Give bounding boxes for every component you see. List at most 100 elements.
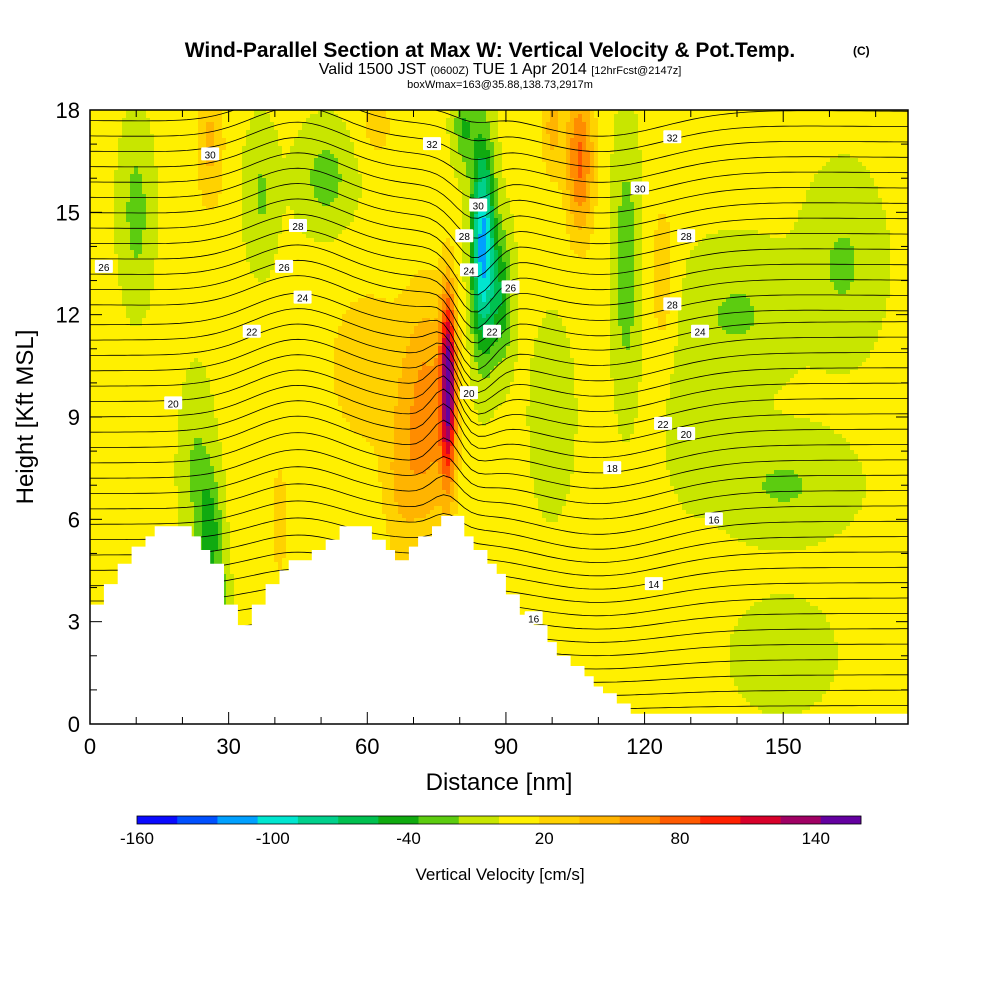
subtitle-valid: Valid 1500 JST [319, 61, 427, 78]
chart-title-mark: (C) [853, 44, 870, 58]
x-tick-label: 120 [626, 734, 663, 759]
colorbar-swatch [459, 816, 500, 824]
colorbar-swatch [660, 816, 701, 824]
colorbar-tick-label: -100 [256, 829, 290, 848]
theta-label-text: 24 [463, 266, 475, 277]
colorbar-swatch [217, 816, 258, 824]
colorbar-swatch [137, 816, 178, 824]
theta-label: 20 [164, 396, 182, 410]
colorbar-swatch [177, 816, 218, 824]
y-tick-label: 0 [68, 712, 80, 737]
x-tick-label: 0 [84, 734, 96, 759]
colorbar-swatch [700, 816, 741, 824]
subtitle-date: TUE 1 Apr 2014 [473, 61, 587, 78]
x-tick-label: 30 [216, 734, 240, 759]
theta-label: 16 [525, 611, 543, 625]
colorbar-tick-label: 80 [671, 829, 690, 848]
theta-label: 24 [460, 263, 478, 277]
theta-label: 20 [460, 386, 478, 400]
theta-label: 28 [663, 297, 681, 311]
theta-label: 32 [423, 137, 441, 151]
theta-label: 30 [631, 181, 649, 195]
colorbar: -160 -100 -40 20 80 140 [120, 816, 861, 848]
theta-label: 24 [691, 325, 709, 339]
theta-label: 16 [705, 512, 723, 526]
x-tick-label: 60 [355, 734, 379, 759]
theta-label: 26 [502, 280, 520, 294]
theta-label: 26 [95, 260, 113, 274]
subtitle-z: (0600Z) [430, 65, 469, 77]
theta-label: 14 [645, 577, 663, 591]
colorbar-tick-label: -160 [120, 829, 154, 848]
colorbar-swatch [499, 816, 540, 824]
theta-label-text: 28 [667, 300, 679, 311]
colorbar-swatch [419, 816, 460, 824]
colorbar-swatch [781, 816, 822, 824]
theta-label-text: 32 [667, 133, 679, 144]
theta-label-text: 20 [681, 430, 693, 441]
theta-label: 20 [677, 427, 695, 441]
chart-title: Wind-Parallel Section at Max W: Vertical… [185, 39, 796, 62]
theta-label-text: 28 [681, 232, 693, 243]
theta-label-text: 20 [168, 399, 180, 410]
theta-label-text: 26 [279, 263, 291, 274]
theta-label: 28 [289, 219, 307, 233]
colorbar-tick-label: -40 [396, 829, 421, 848]
theta-label-text: 26 [98, 263, 110, 274]
y-tick-label: 3 [68, 610, 80, 635]
theta-label: 18 [603, 461, 621, 475]
wind-parallel-section-chart: Wind-Parallel Section at Max W: Vertical… [0, 0, 1000, 1000]
theta-label-text: 26 [505, 283, 517, 294]
colorbar-swatch [298, 816, 339, 824]
theta-label: 22 [483, 325, 501, 339]
theta-label: 24 [294, 291, 312, 305]
theta-label-text: 24 [297, 294, 309, 305]
theta-label: 22 [243, 325, 261, 339]
theta-label-text: 32 [426, 140, 438, 151]
colorbar-swatch [378, 816, 419, 824]
x-tick-label: 150 [765, 734, 802, 759]
theta-label-text: 22 [246, 328, 258, 339]
chart-subtitle: Valid 1500 JST (0600Z) TUE 1 Apr 2014 [1… [319, 61, 682, 78]
theta-label-text: 30 [634, 184, 646, 195]
boxwmax-label: boxWmax=163@35.88,138.73,2917m [407, 79, 593, 91]
theta-label-text: 24 [694, 328, 706, 339]
theta-label-text: 16 [528, 614, 540, 625]
x-axis-label: Distance [nm] [426, 769, 573, 796]
y-tick-label: 12 [56, 303, 80, 328]
theta-label-text: 14 [648, 580, 660, 591]
theta-label-text: 30 [473, 202, 485, 213]
theta-label: 30 [469, 199, 487, 213]
colorbar-tick-label: 20 [535, 829, 554, 848]
y-tick-label: 6 [68, 507, 80, 532]
theta-label-text: 22 [657, 420, 669, 431]
colorbar-swatch [579, 816, 620, 824]
theta-label: 22 [654, 417, 672, 431]
y-tick-label: 15 [56, 200, 80, 225]
theta-label-text: 30 [205, 150, 217, 161]
y-axis-label: Height [Kft MSL] [12, 330, 39, 505]
theta-label: 28 [455, 229, 473, 243]
y-tick-label: 18 [56, 98, 80, 123]
colorbar-swatch [539, 816, 580, 824]
plot-area: 32 32 30 30 30 28 28 28 28 26 26 26 24 24 24 22 22 22 20 20… [90, 76, 911, 727]
theta-label: 28 [677, 229, 695, 243]
theta-label: 26 [275, 260, 293, 274]
theta-label-text: 16 [708, 515, 720, 526]
colorbar-swatch [740, 816, 781, 824]
theta-label-text: 28 [292, 222, 304, 233]
theta-label-text: 28 [459, 232, 471, 243]
theta-label-text: 18 [607, 464, 619, 475]
theta-label-text: 22 [487, 328, 499, 339]
x-tick-label: 90 [494, 734, 518, 759]
colorbar-swatch [620, 816, 661, 824]
colorbar-swatch [258, 816, 299, 824]
colorbar-swatch [338, 816, 379, 824]
subtitle-fcst: [12hrFcst@2147z] [591, 65, 681, 77]
colorbar-label: Vertical Velocity [cm/s] [415, 865, 584, 884]
colorbar-swatch [821, 816, 862, 824]
y-tick-label: 9 [68, 405, 80, 430]
theta-label-text: 20 [463, 389, 475, 400]
colorbar-tick-label: 140 [802, 829, 830, 848]
theta-label: 32 [663, 130, 681, 144]
